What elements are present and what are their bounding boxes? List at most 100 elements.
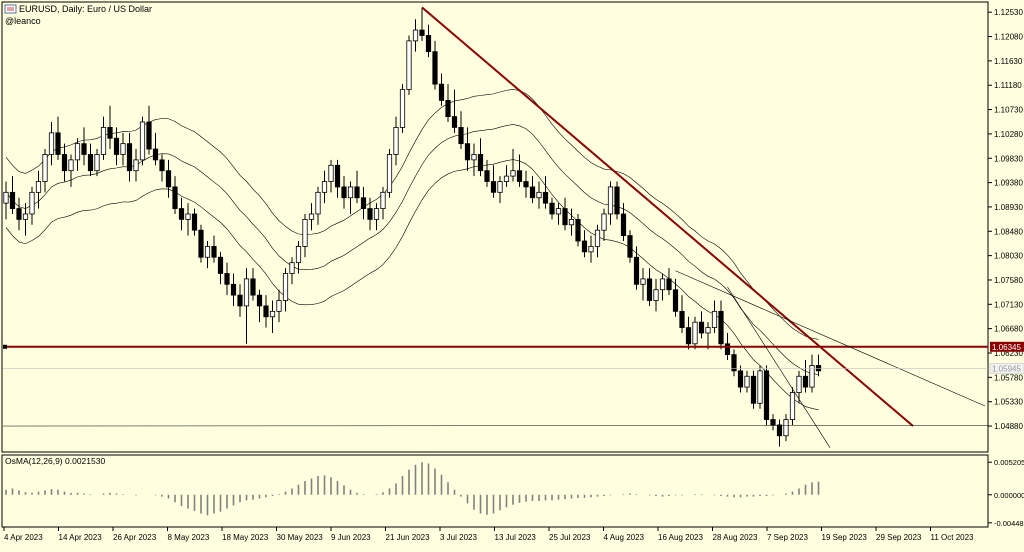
candle[interactable] xyxy=(165,159,172,198)
candle[interactable] xyxy=(276,289,282,323)
candle[interactable] xyxy=(458,111,464,150)
candle[interactable] xyxy=(185,203,191,236)
candle[interactable] xyxy=(789,387,796,425)
osma-histogram[interactable] xyxy=(5,462,820,516)
candle[interactable] xyxy=(146,105,152,155)
candle[interactable] xyxy=(510,149,516,182)
candle[interactable] xyxy=(607,181,614,225)
candle[interactable] xyxy=(419,8,425,41)
candle[interactable] xyxy=(523,170,529,198)
candle[interactable] xyxy=(94,149,100,177)
candle[interactable] xyxy=(230,273,237,306)
candle[interactable] xyxy=(22,203,29,236)
candle[interactable] xyxy=(555,203,562,225)
candle[interactable] xyxy=(139,116,146,166)
candle[interactable] xyxy=(393,116,399,166)
candle[interactable] xyxy=(562,197,568,231)
candle[interactable] xyxy=(588,235,594,263)
candle[interactable] xyxy=(744,370,750,393)
candle[interactable] xyxy=(74,138,81,171)
candle[interactable] xyxy=(3,181,9,220)
candle[interactable] xyxy=(438,73,445,106)
candle[interactable] xyxy=(731,349,737,377)
candle[interactable] xyxy=(601,208,607,242)
hline-anchor[interactable] xyxy=(3,344,7,349)
candle[interactable] xyxy=(87,143,94,177)
candle[interactable] xyxy=(471,143,477,177)
candlestick-series[interactable] xyxy=(3,8,822,447)
candle[interactable] xyxy=(575,213,581,247)
candle[interactable] xyxy=(679,295,685,333)
candle[interactable] xyxy=(81,127,87,166)
candle[interactable] xyxy=(282,268,289,312)
candle[interactable] xyxy=(113,127,120,166)
candle[interactable] xyxy=(763,365,770,425)
candle[interactable] xyxy=(692,316,698,350)
candle[interactable] xyxy=(308,203,315,231)
trendline-thin-steep[interactable] xyxy=(727,286,831,448)
candle[interactable] xyxy=(802,360,809,393)
candle[interactable] xyxy=(633,246,640,290)
candle[interactable] xyxy=(178,197,185,231)
candle[interactable] xyxy=(120,132,126,166)
candle[interactable] xyxy=(432,40,438,90)
candle[interactable] xyxy=(159,154,165,182)
candle[interactable] xyxy=(549,197,555,220)
candle[interactable] xyxy=(406,35,412,95)
candle[interactable] xyxy=(497,176,503,204)
candle[interactable] xyxy=(373,203,380,231)
candle[interactable] xyxy=(302,213,308,258)
candle[interactable] xyxy=(55,116,61,160)
candle[interactable] xyxy=(594,224,601,258)
horizontal-thin-line[interactable] xyxy=(2,425,989,427)
candle[interactable] xyxy=(542,176,549,209)
candle[interactable] xyxy=(341,176,347,209)
candle[interactable] xyxy=(16,197,22,231)
candle[interactable] xyxy=(477,138,484,177)
candle[interactable] xyxy=(783,414,789,442)
candle[interactable] xyxy=(646,268,653,306)
candle[interactable] xyxy=(653,278,659,312)
candle[interactable] xyxy=(250,268,256,301)
analysis-drawings[interactable] xyxy=(2,6,989,448)
candle[interactable] xyxy=(750,370,757,409)
candle[interactable] xyxy=(718,300,724,350)
candle[interactable] xyxy=(581,230,588,258)
candle[interactable] xyxy=(386,149,393,198)
candle[interactable] xyxy=(809,354,815,393)
candle[interactable] xyxy=(614,181,620,220)
candle[interactable] xyxy=(354,170,360,204)
candle[interactable] xyxy=(328,159,334,193)
candle[interactable] xyxy=(737,365,744,393)
candle[interactable] xyxy=(568,208,575,236)
candle[interactable] xyxy=(464,127,471,171)
candle[interactable] xyxy=(126,132,133,182)
candle[interactable] xyxy=(367,197,373,231)
candle[interactable] xyxy=(399,84,406,133)
candle[interactable] xyxy=(191,208,198,236)
candle[interactable] xyxy=(698,311,705,339)
candle[interactable] xyxy=(516,154,523,187)
candle[interactable] xyxy=(204,241,211,269)
candle[interactable] xyxy=(100,116,107,160)
candle[interactable] xyxy=(705,322,711,350)
candle[interactable] xyxy=(757,365,763,409)
candle[interactable] xyxy=(237,284,243,317)
candle[interactable] xyxy=(315,186,321,225)
candle[interactable] xyxy=(172,176,178,214)
candle[interactable] xyxy=(224,262,230,296)
candle[interactable] xyxy=(445,84,451,123)
candle[interactable] xyxy=(640,268,646,301)
candle[interactable] xyxy=(536,181,542,209)
candle[interactable] xyxy=(42,149,48,193)
candle[interactable] xyxy=(152,132,159,166)
candle[interactable] xyxy=(451,89,458,133)
candle[interactable] xyxy=(243,268,250,344)
candle[interactable] xyxy=(198,224,204,263)
candle[interactable] xyxy=(711,300,718,333)
candle[interactable] xyxy=(666,268,672,296)
candle[interactable] xyxy=(347,181,354,214)
candle[interactable] xyxy=(68,154,74,187)
